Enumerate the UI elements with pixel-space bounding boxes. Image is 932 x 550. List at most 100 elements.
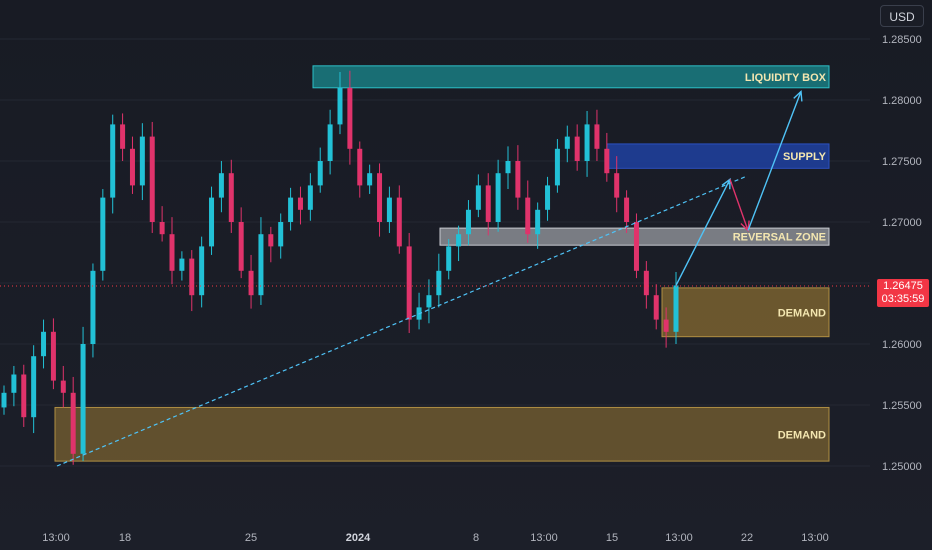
candle-body	[70, 392, 76, 454]
candle-body	[31, 356, 37, 418]
time-tick-label: 13:00	[530, 532, 558, 544]
time-tick-label: 8	[473, 532, 479, 544]
candle-body	[278, 222, 284, 247]
candle-body	[574, 136, 580, 161]
projection-segment	[729, 179, 749, 231]
time-tick-label: 2024	[346, 532, 371, 544]
time-axis: 13:00 18 25 2024 8 13:00 15 13:00 22 13:00	[42, 532, 829, 544]
last-price: 1.26475	[883, 280, 923, 292]
candle-body	[475, 185, 481, 210]
candle-body	[367, 173, 373, 186]
candle-body	[100, 197, 106, 271]
candle-body	[535, 209, 541, 235]
candle-body	[199, 246, 205, 296]
candle-body	[614, 173, 620, 198]
projection-segment	[675, 178, 731, 286]
price-tick-label: 1.25000	[882, 461, 922, 473]
candle-body	[159, 222, 165, 235]
currency-selector[interactable]: USD	[880, 5, 924, 27]
candle-body	[386, 197, 392, 222]
candle-body	[139, 136, 145, 186]
projection-arrow	[793, 89, 803, 102]
candle-body	[465, 209, 471, 235]
candle-body	[297, 197, 303, 210]
time-tick-label: 18	[119, 532, 131, 544]
bar-countdown: 03:35:59	[881, 293, 925, 305]
candle-body	[209, 197, 215, 247]
candle-body	[456, 234, 462, 247]
candle-body	[129, 148, 135, 186]
candle-body	[248, 270, 254, 296]
grid	[0, 38, 870, 467]
price-tick-label: 1.28000	[882, 95, 922, 107]
last-price-tag: 1.26475 03:35:59	[877, 279, 929, 307]
candle-body	[525, 197, 531, 235]
candle-body	[594, 124, 600, 149]
candle-body	[584, 124, 590, 161]
candle-body	[624, 197, 630, 222]
candle-body	[545, 185, 551, 210]
candle-body	[337, 87, 343, 125]
zone-label: SUPPLY	[783, 151, 827, 163]
zone-box	[54, 406, 830, 462]
candle-body	[396, 197, 402, 247]
price-tick-label: 1.28500	[882, 34, 922, 46]
time-tick-label: 13:00	[42, 532, 70, 544]
candle-body	[643, 270, 649, 296]
zone-box	[312, 65, 830, 89]
time-tick-label: 15	[606, 532, 618, 544]
candle-body	[11, 374, 17, 393]
candle-body	[80, 344, 86, 454]
candle-body	[41, 331, 47, 357]
zone-label: DEMAND	[778, 429, 826, 441]
candle-body	[50, 331, 56, 381]
zones: LIQUIDITY BOX SUPPLY REVERSAL ZONE DEMAND DE…	[54, 65, 830, 462]
price-tick-label: 1.26000	[882, 339, 922, 351]
candle-body	[317, 161, 323, 186]
price-axis: 1.285001.280001.275001.270001.265001.260…	[882, 34, 922, 473]
candle-body	[673, 285, 679, 332]
candle-body	[258, 234, 264, 296]
drawings	[0, 89, 870, 467]
candle-body	[307, 185, 313, 210]
candle-body	[327, 124, 333, 161]
candle-body	[169, 234, 175, 271]
candles	[1, 70, 679, 465]
candle-body	[436, 270, 442, 296]
candle-body	[90, 270, 96, 344]
candle-body	[604, 148, 610, 174]
candle-body	[495, 173, 501, 222]
candle-body	[268, 234, 274, 247]
candle-body	[663, 319, 669, 332]
price-tick-label: 1.25500	[882, 400, 922, 412]
candle-body	[149, 136, 155, 222]
projection-segment	[747, 91, 802, 231]
candle-body	[357, 148, 363, 186]
candle-body	[60, 380, 66, 393]
candle-body	[347, 87, 353, 149]
candle-body	[426, 295, 432, 308]
candle-body	[21, 374, 27, 418]
zone-box	[606, 143, 830, 169]
candle-body	[515, 161, 521, 198]
candle-body	[218, 173, 224, 198]
candle-body	[406, 246, 412, 320]
zone-box	[661, 287, 830, 338]
time-tick-label: 13:00	[801, 532, 829, 544]
candle-body	[189, 258, 195, 296]
trendline	[56, 176, 746, 467]
candle-body	[505, 161, 511, 174]
candle-body	[653, 295, 659, 320]
candle-body	[485, 185, 491, 222]
candle-body	[554, 148, 560, 186]
candle-body	[446, 246, 452, 271]
zone-label: DEMAND	[778, 307, 826, 319]
candle-body	[179, 258, 185, 271]
candle-body	[120, 124, 126, 149]
candle-body	[228, 173, 234, 222]
price-tick-label: 1.27500	[882, 156, 922, 168]
time-tick-label: 25	[245, 532, 257, 544]
candle-body	[238, 222, 244, 271]
